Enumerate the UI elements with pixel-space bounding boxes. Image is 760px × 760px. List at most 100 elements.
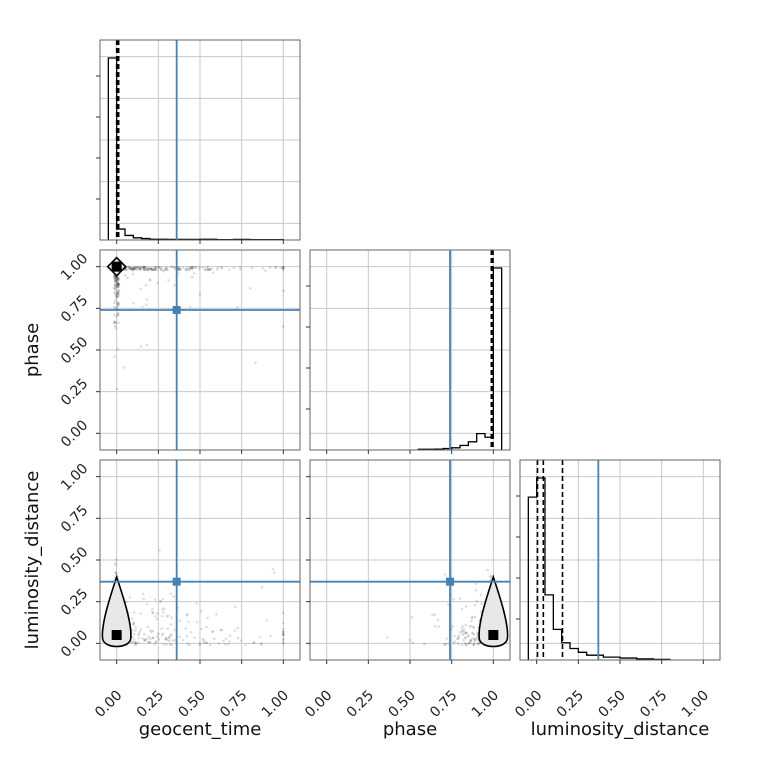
scatter-point bbox=[150, 266, 153, 270]
scatter-point bbox=[282, 268, 285, 272]
scatter-point bbox=[157, 638, 161, 641]
scatter-point bbox=[173, 628, 176, 632]
scatter-point bbox=[112, 305, 116, 309]
scatter-point bbox=[147, 267, 150, 271]
scatter-point bbox=[113, 276, 117, 280]
scatter-point bbox=[114, 326, 117, 330]
scatter-point bbox=[131, 268, 134, 272]
scatter-point bbox=[113, 320, 116, 324]
scatter-point bbox=[236, 306, 239, 309]
scatter-point bbox=[139, 267, 142, 270]
scatter-point bbox=[116, 285, 120, 288]
scatter-point bbox=[167, 279, 170, 282]
scatter-point bbox=[142, 268, 145, 271]
scatter-point bbox=[168, 636, 171, 640]
scatter-point bbox=[113, 278, 117, 282]
scatter-point bbox=[282, 265, 285, 269]
ytick-label-phase: 0.50 bbox=[58, 334, 91, 367]
scatter-point bbox=[116, 302, 120, 305]
scatter-point bbox=[172, 595, 175, 598]
density-contour bbox=[478, 574, 509, 648]
scatter-point bbox=[116, 313, 120, 316]
scatter-point bbox=[206, 616, 209, 620]
scatter-point bbox=[198, 265, 202, 269]
scatter-point bbox=[190, 267, 194, 271]
scatter-point bbox=[201, 638, 205, 641]
scatter-point bbox=[198, 643, 202, 647]
scatter-point bbox=[170, 616, 174, 619]
scatter-point bbox=[178, 267, 182, 271]
scatter-point bbox=[162, 611, 165, 614]
scatter-point bbox=[431, 613, 434, 617]
scatter-point bbox=[138, 267, 141, 271]
scatter-point bbox=[114, 285, 117, 288]
scatter-point bbox=[134, 626, 137, 629]
scatter-point bbox=[165, 614, 169, 618]
scatter-point bbox=[154, 265, 158, 269]
scatter-point bbox=[472, 626, 476, 630]
scatter-point bbox=[113, 301, 116, 305]
scatter-point bbox=[134, 643, 137, 647]
scatter-point bbox=[282, 631, 285, 634]
scatter-point bbox=[181, 638, 185, 642]
scatter-point bbox=[130, 617, 134, 620]
scatter-point bbox=[130, 267, 134, 270]
scatter-point bbox=[476, 635, 479, 638]
scatter-point bbox=[185, 613, 189, 616]
scatter-point bbox=[239, 265, 242, 269]
scatter-point bbox=[473, 637, 476, 641]
scatter-point bbox=[206, 268, 210, 272]
scatter-point bbox=[274, 266, 277, 269]
scatter-point bbox=[445, 642, 448, 646]
scatter-point bbox=[157, 266, 160, 269]
scatter-point bbox=[282, 630, 285, 633]
scatter-geocent_time-vs-luminosity_distance-panel: 0.000.000.250.250.500.500.750.751.001.00 bbox=[58, 459, 301, 721]
scatter-point bbox=[220, 628, 224, 632]
scatter-point bbox=[217, 642, 221, 645]
scatter-point bbox=[282, 622, 285, 625]
density-peak-marker bbox=[111, 261, 122, 272]
density-peak-marker bbox=[111, 630, 122, 640]
scatter-point bbox=[463, 636, 467, 640]
scatter-point bbox=[114, 282, 117, 285]
scatter-point bbox=[220, 267, 224, 270]
scatter-point bbox=[130, 267, 133, 271]
scatter-point bbox=[456, 637, 459, 641]
scatter-point bbox=[477, 641, 481, 645]
scatter-point bbox=[144, 265, 147, 269]
scatter-point bbox=[146, 625, 150, 629]
scatter-point bbox=[132, 268, 135, 271]
scatter-point bbox=[136, 265, 139, 269]
scatter-point bbox=[165, 637, 168, 640]
scatter-point bbox=[162, 607, 166, 610]
scatter-point bbox=[186, 642, 189, 646]
scatter-point bbox=[116, 284, 119, 287]
scatter-point bbox=[279, 266, 283, 270]
scatter-point bbox=[145, 298, 149, 301]
scatter-point bbox=[152, 268, 156, 272]
scatter-point bbox=[436, 618, 440, 621]
scatter-point bbox=[464, 636, 468, 639]
ytick-label-luminosity_distance: 0.75 bbox=[58, 502, 91, 535]
scatter-point bbox=[155, 268, 158, 272]
scatter-point bbox=[142, 638, 146, 642]
scatter-point bbox=[210, 267, 213, 271]
xtick-label-phase: 0.75 bbox=[427, 688, 460, 721]
scatter-point bbox=[464, 605, 468, 608]
scatter-point bbox=[219, 628, 222, 631]
scatter-point bbox=[466, 635, 470, 638]
scatter-point bbox=[211, 630, 215, 634]
scatter-point bbox=[453, 640, 456, 643]
scatter-point bbox=[184, 268, 187, 272]
scatter-point bbox=[113, 275, 116, 279]
scatter-point bbox=[132, 267, 136, 271]
xtick-label-luminosity_distance: 0.50 bbox=[595, 688, 628, 721]
ytick-label-phase: 0.25 bbox=[58, 376, 91, 409]
scatter-point bbox=[116, 292, 119, 296]
scatter-point bbox=[465, 643, 468, 647]
scatter-point bbox=[222, 639, 225, 643]
scatter-point bbox=[115, 558, 118, 561]
scatter-point bbox=[154, 640, 158, 643]
scatter-point bbox=[472, 625, 475, 629]
scatter-point bbox=[188, 267, 191, 270]
